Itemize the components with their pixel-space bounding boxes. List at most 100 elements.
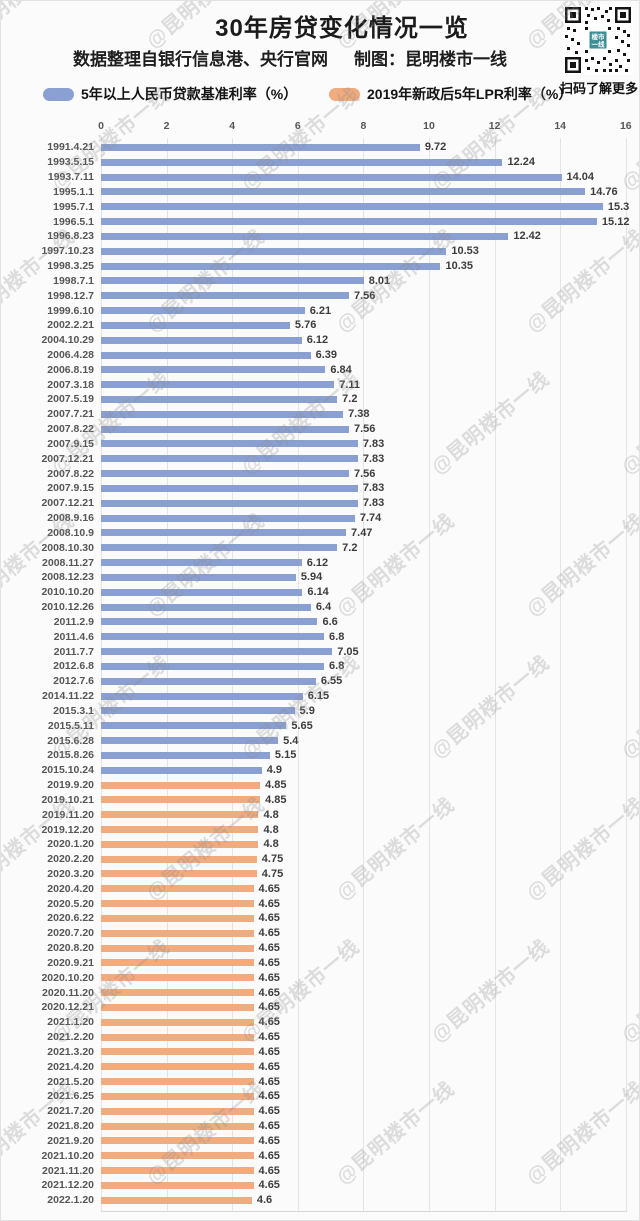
chart-row: 1997.10.23 10.53 [1,244,639,259]
x-axis-baseline [101,1211,627,1212]
chart-row: 2020.5.20 4.65 [1,896,639,911]
row-date-label: 2021.4.20 [47,1060,94,1073]
rate-bar [101,1107,254,1115]
row-value-label: 7.83 [362,437,385,450]
row-value-label: 7.83 [362,452,385,465]
rate-bar [101,1137,254,1145]
row-date-label: 2008.10.9 [47,526,94,539]
row-value-label: 6.4 [315,601,332,614]
rate-bar [101,766,262,774]
gridline [625,138,627,1212]
row-date-label: 2012.6.8 [53,660,94,673]
chart-row: 2020.3.20 4.75 [1,867,639,882]
row-value-label: 6.8 [329,630,345,643]
chart-row: 1995.1.1 14.76 [1,184,639,199]
rate-bar [101,707,295,715]
row-value-label: 4.75 [261,853,284,866]
rate-bar [101,573,296,581]
x-tick-label: 12 [488,120,501,132]
chart-row: 2020.11.20 4.65 [1,985,639,1000]
row-value-label: 6.12 [306,556,329,569]
row-date-label: 2020.3.20 [47,867,94,880]
rate-bar [101,1196,252,1204]
row-value-label: 4.65 [258,986,280,999]
row-date-label: 2020.12.21 [41,1001,94,1014]
row-value-label: 5.94 [300,571,323,584]
row-date-label: 1999.6.10 [47,304,94,317]
chart-row: 2021.1.20 4.65 [1,1015,639,1030]
row-value-label: 4.65 [258,1105,280,1118]
chart-row: 2021.9.20 4.65 [1,1133,639,1148]
row-date-label: 1993.7.11 [47,171,94,184]
row-value-label: 4.65 [258,1090,280,1103]
row-date-label: 2004.10.29 [41,334,94,347]
row-date-label: 2002.2.21 [47,319,94,332]
chart-row: 1996.8.23 12.42 [1,229,639,244]
rate-bar [101,1063,254,1071]
rate-bar [101,722,287,730]
rate-bar [101,262,441,270]
chart-row: 1996.5.1 15.12 [1,214,639,229]
row-value-label: 4.65 [258,1164,280,1177]
row-value-label: 4.75 [261,867,284,880]
row-date-label: 2020.8.20 [47,942,94,955]
rate-bar [101,440,358,448]
data-source-text: 数据整理自银行信息港、央行官网 [73,50,328,69]
row-date-label: 2014.11.22 [42,690,94,703]
row-value-label: 6.55 [320,675,343,688]
chart-row: 2007.9.15 7.83 [1,437,639,452]
chart-row: 2007.3.18 7.11 [1,377,639,392]
row-value-label: 4.65 [258,1016,280,1029]
row-date-label: 2020.1.20 [47,838,94,851]
x-tick-label: 2 [163,120,170,132]
legend: 5年以上人民币贷款基准利率（%） 2019年新政后5年LPR利率（%） [1,84,639,104]
row-date-label: 2021.9.20 [47,1134,94,1147]
gridline [494,138,496,1212]
rate-bar [101,840,259,848]
chart-row: 2011.2.9 6.6 [1,615,639,630]
chart-row: 2010.10.20 6.14 [1,585,639,600]
row-value-label: 6.12 [306,334,329,347]
row-value-label: 4.9 [266,764,283,777]
row-value-label: 6.8 [329,660,345,673]
rate-bar [101,395,338,403]
row-date-label: 2011.2.9 [53,615,94,628]
gridline [297,138,299,1212]
chart-row: 1998.3.25 10.35 [1,259,639,274]
chart-row: 2008.11.27 6.12 [1,555,639,570]
rate-bar [101,588,303,596]
row-date-label: 2021.8.20 [47,1120,94,1133]
chart-row: 2015.5.11 5.65 [1,718,639,733]
chart-row: 2004.10.29 6.12 [1,333,639,348]
row-date-label: 2008.10.30 [41,541,94,554]
row-date-label: 2010.10.20 [41,586,94,599]
row-date-label: 2007.9.15 [47,437,94,450]
chart-row: 1999.6.10 6.21 [1,303,639,318]
chart-row: 1998.7.1 8.01 [1,273,639,288]
rate-bar [101,514,355,522]
row-date-label: 2019.11.20 [42,808,94,821]
row-date-label: 2007.12.21 [41,497,94,510]
row-date-label: 2022.1.20 [47,1194,94,1207]
x-tick-label: 0 [98,120,104,132]
row-date-label: 2007.9.15 [47,482,94,495]
x-tick-label: 10 [423,120,435,132]
row-value-label: 4.65 [258,1134,280,1147]
rate-bar [101,944,254,952]
qr-caption: 扫码了解更多 [560,81,639,96]
chart-row: 2008.10.30 7.2 [1,540,639,555]
rate-bar [101,1003,254,1011]
chart-row: 2021.4.20 4.65 [1,1059,639,1074]
row-value-label: 4.65 [258,1001,280,1014]
row-value-label: 6.21 [309,304,332,317]
row-date-label: 2021.5.20 [47,1075,94,1088]
row-value-label: 4.65 [258,1075,280,1088]
rate-bar [101,484,358,492]
chart-row: 2007.9.15 7.83 [1,481,639,496]
chart-row: 2020.10.20 4.65 [1,970,639,985]
row-value-label: 4.85 [265,779,287,792]
rate-bar [101,811,259,819]
row-date-label: 1998.7.1 [53,274,94,287]
rate-bar [101,173,562,181]
row-value-label: 7.56 [353,289,376,302]
